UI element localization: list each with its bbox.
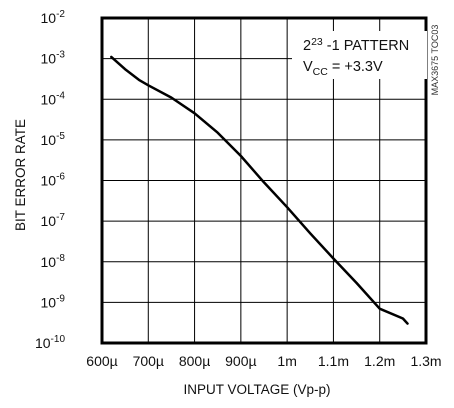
y-tick-label: 10-8 xyxy=(41,253,66,270)
x-tick-labels: 600µ 700µ 800µ 900µ 1m 1.1m 1.2m 1.3m xyxy=(86,353,441,369)
legend-box-mask xyxy=(292,31,427,79)
pattern-note: 223 -1 PATTERN xyxy=(303,36,409,54)
y-tick-label: 10-10 xyxy=(35,334,65,351)
x-tick-label: 700µ xyxy=(133,353,164,369)
x-tick-label: 1.3m xyxy=(410,353,441,369)
y-tick-label: 10-5 xyxy=(41,131,66,148)
plot-frame xyxy=(100,16,428,345)
y-tick-label: 10-2 xyxy=(41,9,66,26)
x-tick-label: 800µ xyxy=(179,353,210,369)
y-tick-label: 10-4 xyxy=(41,90,66,107)
y-tick-labels: 10-2 10-3 10-4 10-5 10-6 10-7 10-8 10-9 10-10 xyxy=(35,9,65,351)
y-tick-label: 10-3 xyxy=(41,50,66,67)
ber-curve xyxy=(110,55,409,325)
y-tick-label: 10-9 xyxy=(41,293,66,310)
y-tick-label: 10-6 xyxy=(41,172,66,189)
x-tick-label: 600µ xyxy=(86,353,117,369)
x-tick-label: 900µ xyxy=(225,353,256,369)
supply-note: VCC = +3.3V xyxy=(303,59,383,78)
x-tick-label: 1m xyxy=(277,353,296,369)
x-tick-label: 1.2m xyxy=(364,353,395,369)
x-axis-title: INPUT VOLTAGE (Vp-p) xyxy=(183,382,330,397)
figure-code: MAX3675 TOC03 xyxy=(430,25,440,96)
y-axis-title: BIT ERROR RATE xyxy=(13,119,28,231)
x-tick-label: 1.1m xyxy=(318,353,349,369)
y-tick-label: 10-7 xyxy=(41,212,66,229)
